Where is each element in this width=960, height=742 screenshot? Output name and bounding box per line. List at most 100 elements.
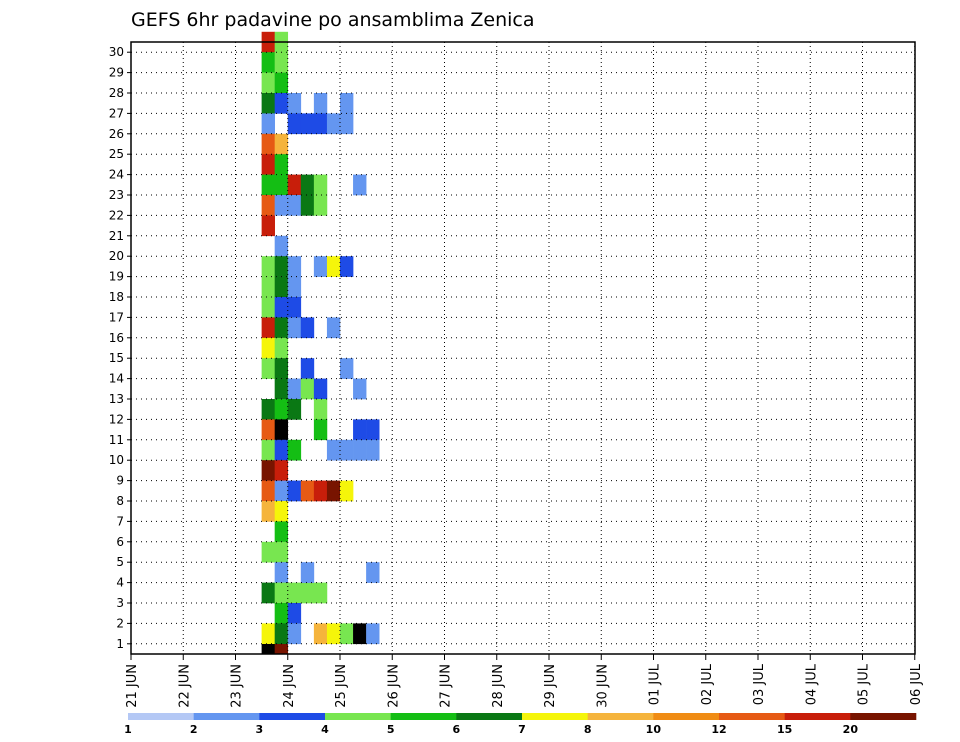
heatmap-cell [274,582,289,604]
x-tick-label: 21 JUN [125,664,140,708]
colorbar-label: 7 [518,723,526,736]
heatmap-cell [261,419,275,441]
heatmap-cell [261,93,275,114]
heatmap-cell [340,439,354,461]
y-tick-label: 8 [116,494,124,508]
x-tick-label: 04 JUL [804,663,819,705]
heatmap-cell [274,93,289,114]
heatmap-cell [274,72,289,94]
heatmap-cell [313,480,328,502]
heatmap-cell [261,460,275,481]
heatmap-cell [287,276,302,298]
heatmap-cell [274,174,289,196]
heatmap-cell [261,297,275,318]
grid-lines [131,42,916,654]
x-tick-label: 03 JUL [752,663,767,705]
heatmap-cell [353,378,367,400]
heatmap-cell [300,195,315,216]
colorbar-segment [784,713,851,720]
x-tick-label: 28 JUN [491,664,506,708]
heatmap-cell [261,399,275,420]
heatmap-cell [287,399,302,420]
y-tick-label: 25 [109,147,124,161]
heatmap-cell [313,419,328,441]
colorbar-segment [259,713,326,720]
x-tick-label: 06 JUL [909,663,924,705]
heatmap-cell [261,113,275,135]
y-tick-label: 5 [116,555,124,569]
heatmap-cell [274,317,289,339]
heatmap-cell [261,72,275,94]
heatmap-cell [274,297,289,318]
heatmap-cell [274,133,289,155]
colorbar-label: 2 [190,723,198,736]
y-tick-label: 13 [109,392,124,406]
x-tick-label: 25 JUN [334,664,349,708]
heatmap-cell [300,378,315,400]
x-tick-label: 22 JUN [177,664,192,708]
heatmap-cell [313,174,328,196]
heatmap-cell [261,256,275,277]
colorbar-segment [390,713,457,720]
heatmap-cell [313,195,328,216]
y-tick-label: 12 [109,412,124,426]
y-tick-label: 15 [109,351,124,365]
chart-title: GEFS 6hr padavine po ansamblima Zenica [131,9,535,31]
y-tick-label: 6 [116,535,124,549]
heatmap-cell [261,358,275,379]
y-tick-label: 27 [109,106,124,120]
heatmap-cell [274,460,289,481]
heatmap-cell [313,113,328,135]
y-tick-label: 9 [116,474,124,488]
heatmap-cell [261,154,275,175]
heatmap-cells [261,31,380,654]
heatmap-cell [274,378,289,400]
heatmap-cell [287,317,302,339]
heatmap-cell [313,582,328,604]
y-tick-label: 30 [109,45,124,59]
heatmap-cell [274,480,289,502]
heatmap-cell [313,399,328,420]
x-tick-label: 27 JUN [439,664,454,708]
heatmap-cell [261,623,275,645]
heatmap-cell [287,582,302,604]
heatmap-cell [326,439,341,461]
heatmap-cell [366,562,380,583]
heatmap-cell [274,562,289,583]
heatmap-cell [274,358,289,379]
heatmap-cell [300,480,315,502]
heatmap-cell [287,195,302,216]
heatmap-cell [300,358,315,379]
heatmap-cell [313,93,328,114]
y-tick-label: 19 [109,270,124,284]
heatmap-cell [340,480,354,502]
y-tick-label: 29 [109,66,124,80]
heatmap-cell [261,215,275,237]
heatmap-cell [340,93,354,114]
heatmap-cell [300,582,315,604]
colorbar-segment [587,713,654,720]
heatmap-cell [287,623,302,645]
y-tick-label: 7 [116,514,124,528]
heatmap-cell [340,256,354,277]
heatmap-cell [274,644,289,654]
heatmap-cell [287,603,302,624]
heatmap-cell [313,623,328,645]
colorbar-label: 5 [387,723,395,736]
colorbar-segment [522,713,588,720]
heatmap-cell [274,195,289,216]
heatmap-cell [287,439,302,461]
heatmap-cell [366,439,380,461]
heatmap-cell [274,154,289,175]
heatmap-cell [287,297,302,318]
colorbar-segment [456,713,523,720]
x-axis: 21 JUN 22 JUN 23 JUN 24 JUN 25 JUN 26 JUN 27 J… [125,654,924,708]
colorbar-segment [653,713,720,720]
heatmap-cell [274,52,289,73]
heatmap-cell [261,501,275,522]
heatmap-cell [313,256,328,277]
y-tick-label: 24 [109,168,124,182]
heatmap-cell [353,439,367,461]
colorbar-segment [325,713,391,720]
heatmap-cell [261,582,275,604]
